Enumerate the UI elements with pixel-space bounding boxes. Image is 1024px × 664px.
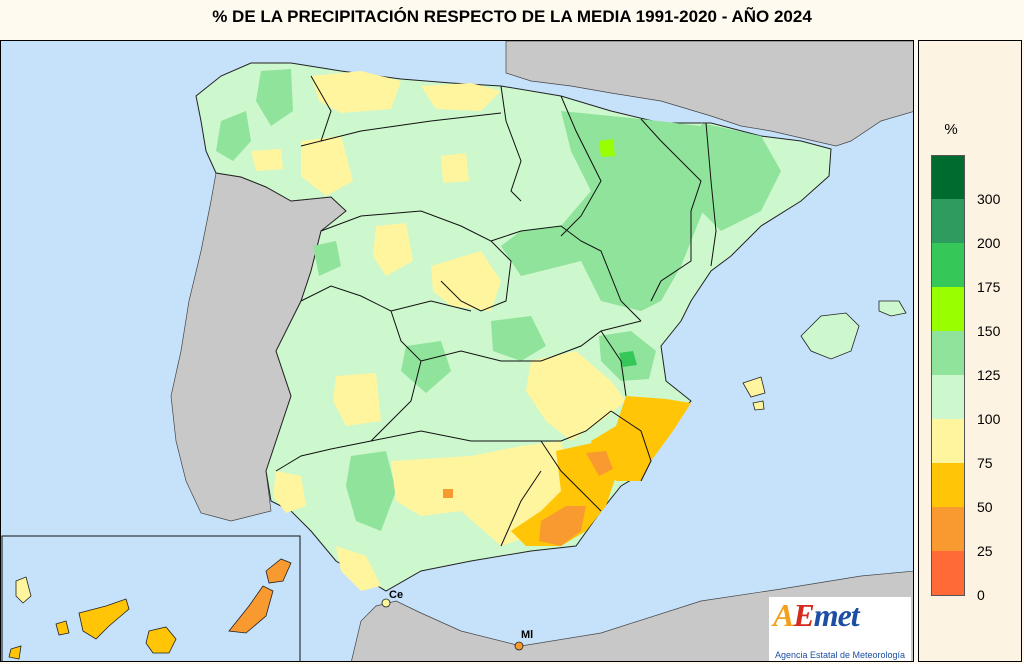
- legend-swatch-0: [931, 551, 965, 596]
- la-gomera: [55, 620, 70, 636]
- fuerteventura: [228, 585, 274, 634]
- el-hierro: [8, 645, 22, 660]
- zone-125-150-catalonia: [701, 123, 781, 231]
- legend-label-200: 200: [977, 235, 1001, 251]
- la-palma: [15, 576, 32, 604]
- zone-50-75-almeria: [511, 441, 616, 546]
- region-boundaries: [275, 75, 717, 547]
- legend-label-175: 175: [977, 279, 1001, 295]
- legend-label-50: 50: [977, 499, 993, 515]
- legend-label-300: 300: [977, 191, 1001, 207]
- legend-swatch-125: [931, 331, 965, 375]
- legend-swatch-75: [931, 419, 965, 463]
- legend: % 300 200 175 150 125 100 75 50 25 0: [918, 40, 1022, 662]
- tenerife: [78, 598, 130, 640]
- zone-75-100-cadiz: [273, 471, 306, 513]
- legend-swatch-200: [931, 199, 965, 243]
- zone-125-150-galicia-north: [256, 69, 293, 126]
- aemet-logo: AEmet Agencia Estatal de Meteorología: [769, 597, 911, 661]
- legend-label-125: 125: [977, 367, 1001, 383]
- zone-125-150-ebro: [501, 111, 721, 311]
- legend-swatch-300: [931, 155, 965, 200]
- ceuta-label: Ce: [389, 589, 404, 601]
- zone-25-50-granada-spot: [443, 489, 453, 498]
- gran-canaria: [145, 626, 177, 654]
- logo-letters-rest: met: [813, 597, 860, 633]
- zone-125-150-andalucia: [346, 451, 396, 531]
- zone-25-50-almeria: [539, 506, 586, 546]
- melilla-marker: [514, 641, 524, 651]
- zone-125-150-center: [491, 316, 546, 361]
- map-svg: [1, 41, 913, 661]
- legend-swatch-100: [931, 375, 965, 419]
- precipitation-map: Ce Ml AEmet Agencia Estatal de Meteorolo…: [0, 40, 914, 662]
- legend-label-75: 75: [977, 455, 993, 471]
- lanzarote: [265, 558, 292, 584]
- logo-wordmark: AEmet: [773, 597, 860, 634]
- logo-letter-a: A: [773, 597, 794, 633]
- legend-swatch-175: [931, 243, 965, 287]
- mallorca: [800, 312, 860, 360]
- formentera: [752, 400, 765, 411]
- zone-150-175-navarra: [599, 139, 615, 157]
- legend-swatch-25: [931, 507, 965, 551]
- zone-75-100-extremadura: [333, 373, 381, 426]
- map-title: % DE LA PRECIPITACIÓN RESPECTO DE LA MED…: [212, 7, 812, 26]
- zone-50-75-alicante: [591, 396, 691, 481]
- zone-75-100-soria: [441, 153, 469, 183]
- legend-swatch-150: [931, 287, 965, 331]
- zone-125-150-west: [313, 241, 341, 276]
- menorca: [878, 300, 907, 317]
- zone-75-100-madrid: [431, 251, 501, 311]
- zone-75-100-leon: [301, 136, 353, 196]
- zone-75-100-huelva: [336, 546, 381, 591]
- legend-label-25: 25: [977, 543, 993, 559]
- france-landmass: [505, 41, 913, 147]
- logo-subtitle: Agencia Estatal de Meteorología: [774, 650, 906, 660]
- ibiza: [742, 376, 766, 398]
- melilla-label: Ml: [521, 629, 534, 641]
- zone-75-100-north: [311, 71, 401, 113]
- zone-75-100-cantabria: [421, 83, 501, 111]
- ceuta-marker: [381, 598, 391, 608]
- legend-unit: %: [944, 121, 958, 138]
- zone-25-50-murcia: [586, 451, 613, 476]
- logo-letter-e: E: [793, 597, 814, 633]
- zone-75-100-castilla: [373, 223, 413, 276]
- zone-175-200-valencia: [619, 351, 637, 367]
- legend-label-100: 100: [977, 411, 1001, 427]
- legend-label-0: 0: [977, 587, 985, 603]
- zone-75-100-galicia: [251, 149, 283, 171]
- zone-125-150-galicia: [216, 111, 251, 161]
- legend-label-150: 150: [977, 323, 1001, 339]
- legend-swatch-50: [931, 463, 965, 507]
